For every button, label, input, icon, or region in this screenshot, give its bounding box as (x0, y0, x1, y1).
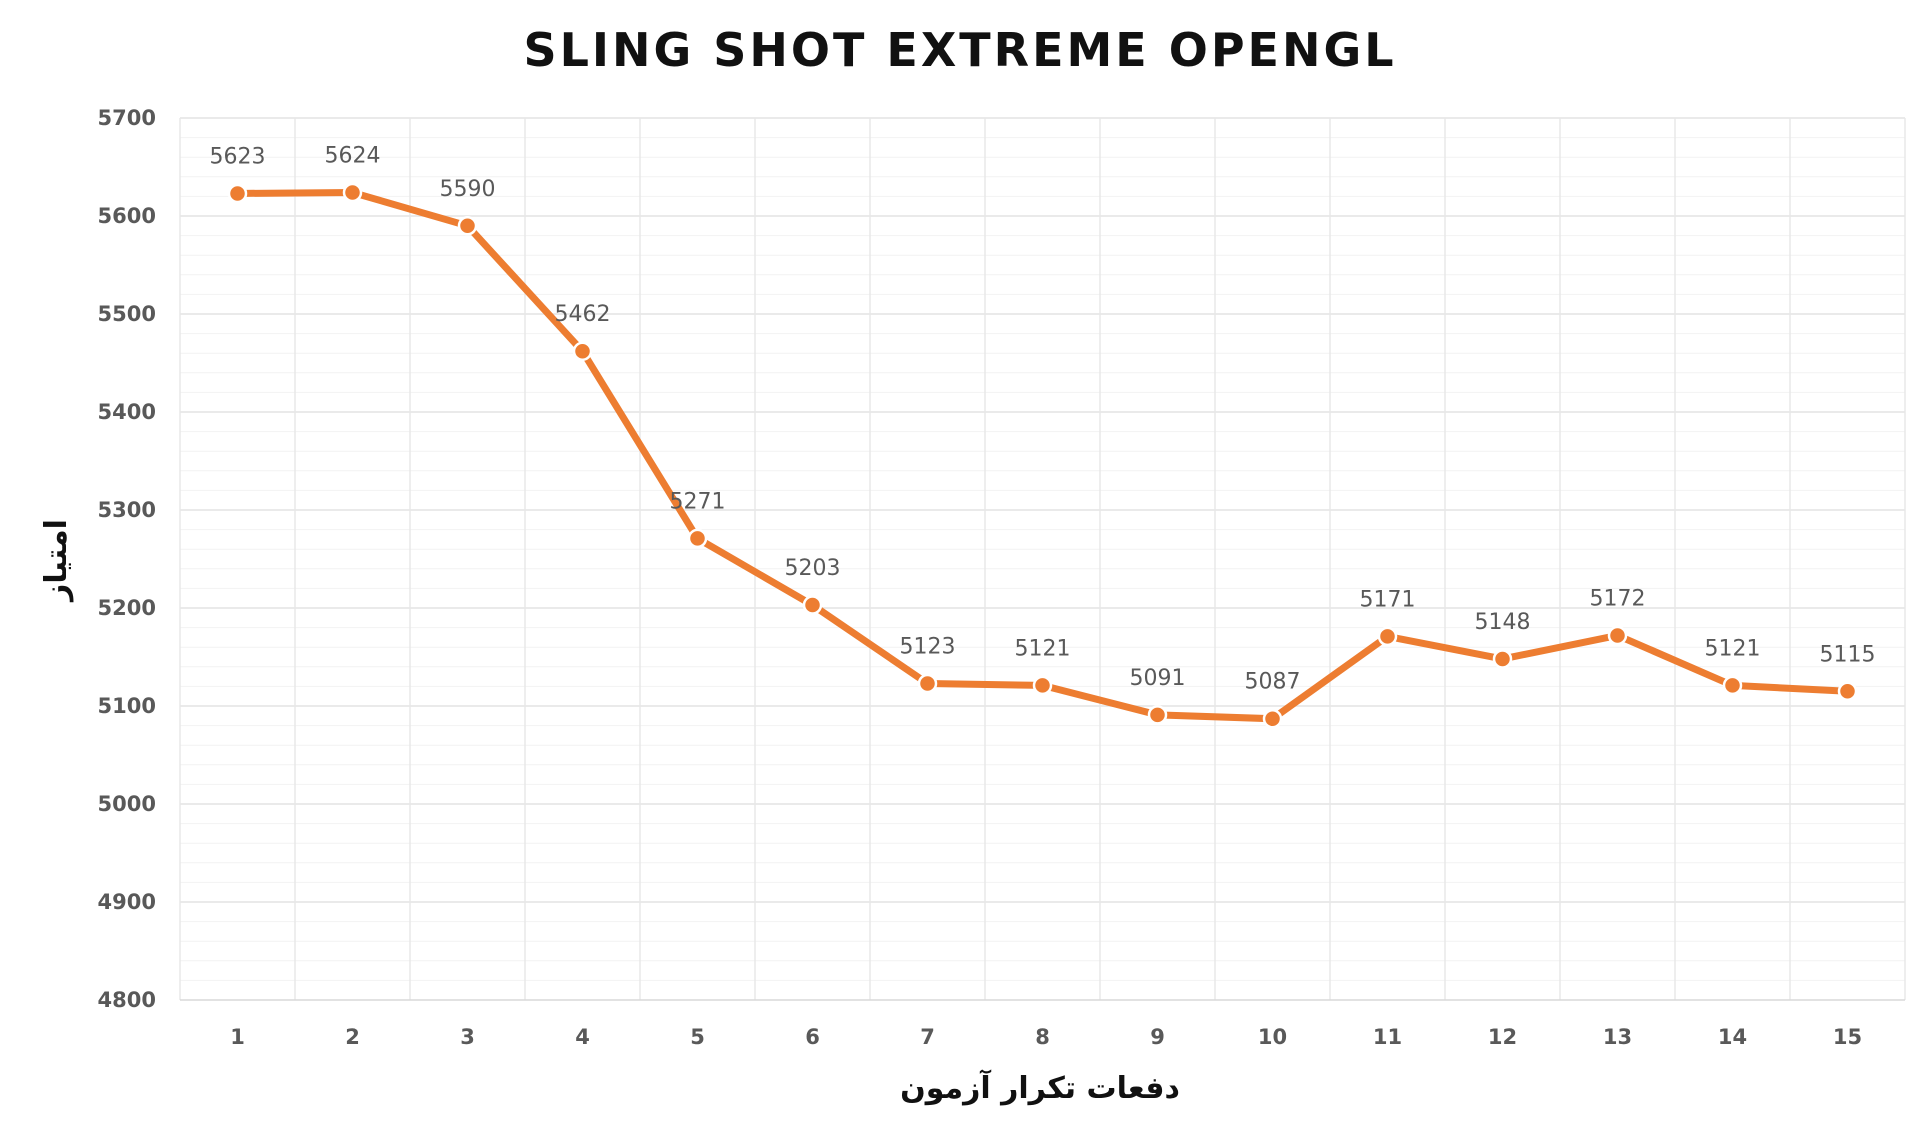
data-point (917, 673, 938, 694)
x-tick-label: 13 (1603, 1025, 1632, 1049)
data-label: 5087 (1245, 670, 1301, 695)
data-point (1262, 708, 1283, 729)
data-point (1837, 681, 1858, 702)
y-axis-title: امتیاز (39, 519, 74, 603)
y-tick-label: 4800 (98, 988, 156, 1012)
data-label: 5203 (785, 556, 841, 581)
x-tick-label: 5 (690, 1025, 705, 1049)
y-tick-label: 5500 (98, 302, 156, 326)
data-label: 5121 (1015, 636, 1071, 661)
data-label: 5172 (1590, 586, 1646, 611)
data-label: 5091 (1130, 666, 1186, 691)
data-label: 5148 (1475, 610, 1531, 635)
x-tick-label: 10 (1258, 1025, 1287, 1049)
data-point (1492, 649, 1513, 669)
data-labels: 5623 5624 5590 5462 5271 5203 5123 5121 5091 5087… (210, 143, 1876, 694)
x-tick-label: 7 (920, 1025, 935, 1049)
data-point (1147, 705, 1168, 725)
x-tick-label: 6 (805, 1025, 820, 1049)
x-tick-label: 3 (460, 1025, 475, 1049)
data-label: 5271 (670, 489, 726, 514)
data-point (687, 528, 708, 549)
data-point (227, 183, 248, 204)
x-tick-label: 4 (575, 1025, 590, 1049)
data-label: 5123 (900, 634, 956, 659)
data-point (572, 341, 593, 361)
data-label: 5624 (325, 143, 381, 168)
axes: 4800 4900 5000 5100 5200 5300 5400 5500 5600 5700… (98, 106, 1905, 1049)
data-point (342, 182, 363, 203)
series (227, 182, 1858, 729)
data-label: 5462 (555, 302, 611, 327)
x-tick-label: 15 (1833, 1025, 1862, 1049)
x-tick-label: 1 (230, 1025, 245, 1049)
y-tick-label: 5600 (98, 204, 156, 228)
data-label: 5590 (440, 177, 496, 202)
data-point (802, 595, 823, 615)
y-tick-label: 5000 (98, 792, 156, 816)
y-tick-label: 5100 (98, 694, 156, 718)
x-tick-label: 14 (1718, 1025, 1747, 1049)
y-tick-label: 5400 (98, 400, 156, 424)
data-point (1607, 625, 1628, 646)
data-label: 5121 (1705, 636, 1761, 661)
data-label: 5171 (1360, 587, 1416, 612)
grid (179, 117, 1906, 1000)
x-tick-label: 12 (1488, 1025, 1517, 1049)
chart-title: SLING SHOT EXTREME OPENGL (523, 23, 1396, 77)
y-tick-label: 5300 (98, 498, 156, 522)
x-axis-title: دفعات تکرار آزمون (900, 1069, 1180, 1106)
x-tick-label: 2 (345, 1025, 360, 1049)
y-tick-label: 5200 (98, 596, 156, 620)
data-point (1377, 626, 1398, 647)
x-tick-label: 9 (1150, 1025, 1165, 1049)
data-label: 5115 (1820, 642, 1876, 667)
data-point (457, 216, 478, 236)
data-point (1032, 675, 1053, 696)
x-tick-label: 8 (1035, 1025, 1050, 1049)
y-tick-label: 4900 (98, 890, 156, 914)
data-point (1722, 675, 1743, 696)
y-tick-label: 5700 (98, 106, 156, 130)
data-label: 5623 (210, 144, 266, 169)
x-tick-label: 11 (1373, 1025, 1402, 1049)
